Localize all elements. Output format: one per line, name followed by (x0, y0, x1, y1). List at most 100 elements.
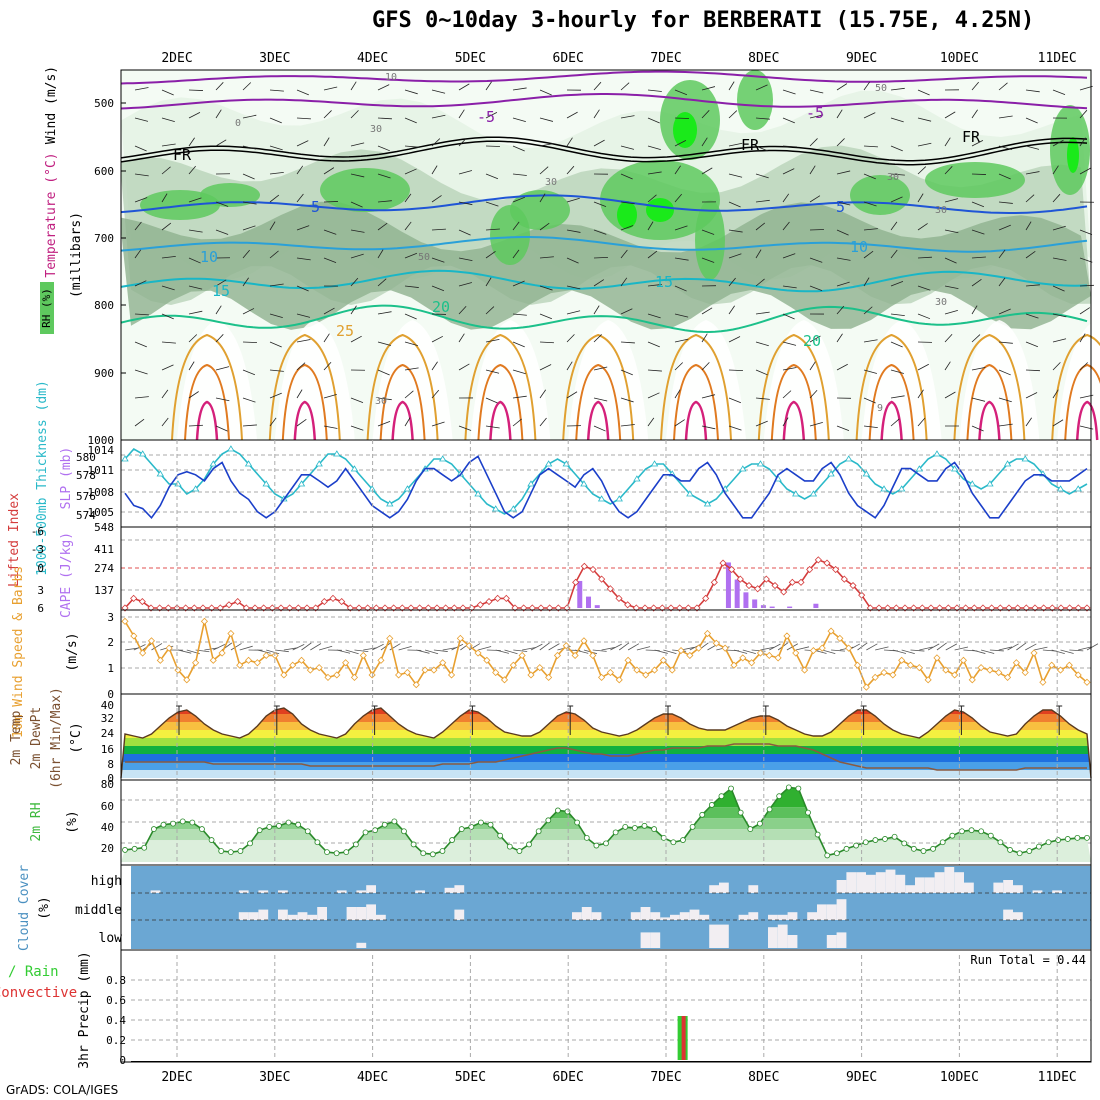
wind-barb (998, 115, 1013, 119)
axis-label: (6hr Min/Max) (49, 687, 64, 789)
rh-contour-label: 50 (875, 83, 887, 94)
wind10m-point (853, 661, 862, 669)
wind-barb (751, 649, 766, 652)
rh2m-point (227, 849, 234, 856)
rh2m-point (468, 823, 475, 830)
wind-barb (377, 249, 384, 259)
wind-barb (989, 649, 1004, 652)
wind-barb (161, 341, 176, 344)
lifted-index-point (780, 588, 788, 596)
wind-barb (512, 117, 526, 123)
surface-wind-barbs (124, 642, 1099, 655)
wind-barb (755, 397, 770, 400)
rh2m-point (497, 832, 504, 839)
isotherm-25 (660, 333, 732, 441)
thickness-point (809, 490, 818, 497)
wind-barb (269, 221, 276, 231)
wind-barb (944, 229, 959, 234)
footer-credit: GrADS: COLA/IGES (6, 1083, 119, 1097)
wind-barb (188, 334, 198, 343)
wind-barb (782, 285, 797, 289)
wind-barb (917, 389, 924, 399)
thickness-tick-label: 576 (76, 490, 96, 503)
wind-barb (296, 117, 311, 120)
wind-barb (539, 193, 546, 203)
rh2m-point (362, 829, 369, 836)
wind-barb (377, 84, 390, 91)
wind-barb (177, 649, 192, 654)
wind10m-point (748, 659, 756, 667)
wind-barb (377, 421, 391, 427)
wind-barb (809, 165, 816, 175)
rh-green-area (490, 205, 530, 265)
thickness-point (1003, 460, 1012, 467)
date-label-bottom: 7DEC (650, 1070, 681, 1085)
wind10m-point (633, 666, 641, 674)
cape-bar (594, 605, 600, 608)
axis-label: 3hr Precip (mm) (77, 951, 92, 1068)
wind10m-point (192, 659, 200, 667)
wind-barb (266, 649, 280, 655)
date-label-top: 2DEC (161, 51, 192, 66)
middle-cloud-bar (768, 914, 778, 920)
isotherm-25 (268, 333, 341, 441)
middle-cloud-bar (787, 912, 798, 920)
wind-barb (512, 196, 526, 203)
lifted-index-point (736, 575, 744, 583)
rh2m-point (1007, 847, 1013, 853)
wind-barb (269, 283, 284, 287)
wind-barb (971, 367, 986, 371)
wind10m-point (350, 673, 359, 681)
lifted-index-point (754, 585, 762, 593)
wind-barb (161, 389, 169, 399)
wind-barb (566, 257, 579, 264)
thickness-point (297, 480, 306, 487)
wind-barb (1060, 649, 1074, 654)
wind-barb (188, 112, 201, 119)
wind-barb (431, 138, 441, 147)
wind-barb (674, 225, 688, 231)
wind10m-point (606, 668, 614, 677)
high-cloud-bar (150, 890, 161, 893)
wind-barb (431, 89, 446, 94)
wind-barb (566, 111, 578, 119)
rh2m-point (208, 837, 215, 843)
thickness-point (509, 505, 518, 512)
middle-cloud-bar (346, 907, 357, 920)
wind-barb (310, 643, 322, 651)
wind-barb (269, 417, 277, 427)
rh2m-point (631, 825, 638, 831)
wind-barb (755, 222, 766, 231)
thickness-point (615, 495, 623, 502)
wind-barb (350, 81, 357, 91)
wind-barb (728, 81, 735, 91)
wind-barb (944, 391, 956, 399)
wind-barb (890, 341, 903, 348)
wind-barb (431, 228, 446, 231)
wind-barb (242, 145, 257, 150)
high-cloud-bar (885, 869, 896, 893)
li-tick-label: 3 (37, 584, 44, 597)
rh2m-point (458, 826, 465, 832)
thickness-point (1074, 485, 1082, 492)
middle-cloud-bar (640, 907, 651, 920)
isotherm-35 (489, 400, 512, 441)
wind-barb (701, 110, 710, 119)
wind-barb (1033, 646, 1048, 651)
rh2m-point (785, 784, 792, 791)
wind-barb (512, 145, 525, 152)
rh2m-point (199, 826, 205, 832)
wind10m-point (615, 676, 623, 684)
rh2m-point (391, 818, 398, 825)
middle-cloud-bar (258, 909, 269, 920)
wind-barb (242, 341, 257, 343)
lifted-index-point (814, 556, 822, 564)
wind-barb (1016, 642, 1027, 651)
thickness-point (315, 460, 323, 467)
wind10m-point (1039, 678, 1047, 686)
wind10m-point (880, 668, 888, 677)
date-label-bottom: 4DEC (357, 1070, 388, 1085)
wind-barb (539, 341, 554, 344)
wind10m-point (456, 634, 464, 642)
cape-bar (743, 592, 749, 608)
